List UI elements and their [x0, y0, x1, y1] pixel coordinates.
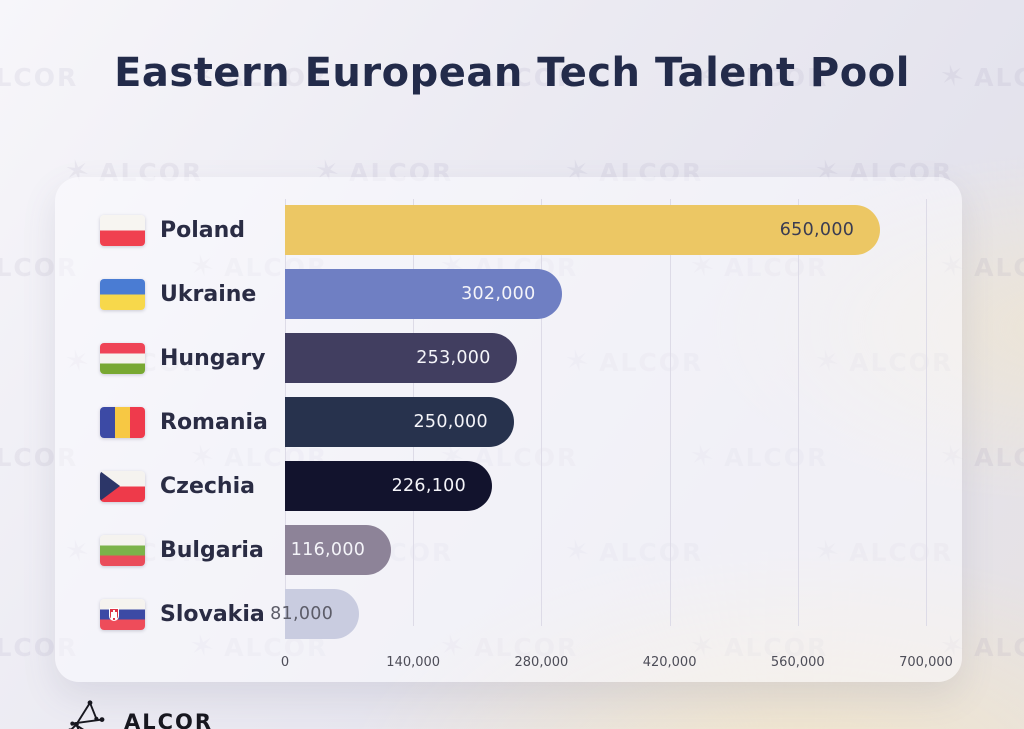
country-label: Bulgaria	[160, 537, 264, 563]
bar-value-label: 226,100	[391, 476, 467, 496]
bar: 650,000	[285, 205, 881, 255]
x-tick-label: 560,000	[770, 655, 825, 670]
watermark-text: ALCOR	[974, 632, 1024, 662]
gridline	[926, 199, 927, 626]
alcor-constellation-icon	[68, 700, 105, 729]
czechia-flag-icon	[100, 470, 145, 502]
bar: 116,000	[285, 525, 392, 575]
country-label: Czechia	[160, 473, 255, 499]
bar-value-label: 302,000	[461, 284, 536, 304]
country-label: Slovakia	[160, 601, 265, 627]
bar-value-label: 116,000	[290, 540, 366, 560]
bar: 253,000	[285, 333, 517, 383]
alcor-star-icon: ✶	[812, 722, 846, 729]
bar: 81,000	[270, 589, 360, 639]
bar: 302,000	[285, 269, 562, 319]
bar-rows: Poland 650,000 Ukraine 302,000 H	[100, 205, 926, 639]
chart-title: Eastern European Tech Talent Pool	[114, 50, 910, 96]
watermark-text: ALCOR	[974, 442, 1024, 472]
x-tick-label: 700,000	[899, 655, 953, 670]
country-label: Ukraine	[160, 281, 257, 307]
gridline	[669, 199, 671, 626]
x-tick-label: 280,000	[514, 655, 569, 670]
watermark-text: ALCOR	[974, 252, 1024, 282]
alcor-star-icon: ✶	[312, 722, 346, 729]
bulgaria-flag-icon	[100, 534, 145, 566]
bar-row-slovakia: Slovakia 81,000	[100, 589, 926, 639]
bar-value-label: 81,000	[270, 604, 334, 624]
bar-row-bulgaria: Bulgaria 116,000	[100, 525, 926, 575]
x-tick-label: 140,000	[386, 655, 441, 670]
chart-panel: Poland 650,000 Ukraine 302,000 H	[55, 177, 962, 682]
gridline	[797, 199, 799, 626]
ukraine-flag-icon	[100, 278, 145, 310]
gridline	[541, 199, 543, 626]
bar-value-label: 253,000	[416, 348, 491, 368]
country-label: Hungary	[160, 345, 266, 371]
bar: 226,100	[285, 461, 493, 511]
bar-value-label: 250,000	[413, 412, 488, 432]
hungary-flag-icon	[100, 342, 145, 374]
bar-row-poland: Poland 650,000	[100, 205, 926, 255]
bar-value-label: 650,000	[779, 220, 855, 240]
alcor-logo: ALCOR	[66, 698, 213, 729]
alcor-star-icon: ✶	[562, 722, 596, 729]
x-axis: 0 140,000 280,000 420,000 560,000 700,000	[281, 649, 953, 679]
bar-row-romania: Romania 250,000	[100, 397, 926, 447]
x-tick-label: 420,000	[642, 655, 697, 670]
bar-row-ukraine: Ukraine 302,000	[100, 269, 926, 319]
romania-flag-icon	[100, 406, 145, 438]
country-label: Poland	[160, 217, 246, 243]
bar-row-czechia: Czechia 226,100	[100, 461, 926, 511]
alcor-logo-text: ALCOR	[124, 710, 214, 729]
country-label: Romania	[160, 409, 268, 435]
bar: 250,000	[285, 397, 514, 447]
slovakia-flag-icon	[100, 598, 145, 630]
bar-row-hungary: Hungary 253,000	[100, 333, 926, 383]
x-tick-label: 0	[280, 655, 290, 670]
poland-flag-icon	[100, 214, 145, 246]
